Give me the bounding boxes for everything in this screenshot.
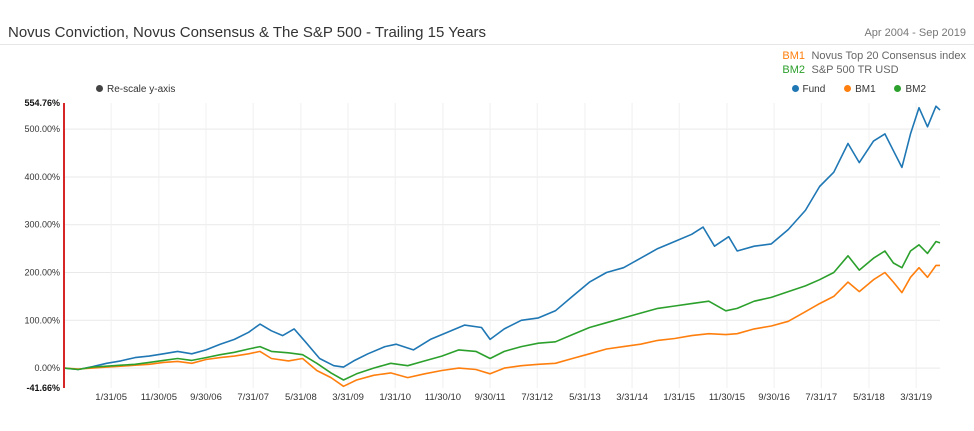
benchmark-tag: BM1 [782, 50, 806, 62]
y-tick-label: 0.00% [34, 363, 60, 373]
header-divider [0, 44, 974, 45]
x-tick-label: 3/31/19 [900, 392, 932, 403]
rescale-label: Re-scale y-axis [107, 84, 176, 95]
legend-item-bm1[interactable]: BM1 [844, 84, 876, 95]
x-tick-label: 5/31/13 [569, 392, 601, 403]
y-axis-min-label: -41.66% [26, 383, 60, 393]
rescale-y-axis-toggle[interactable]: Re-scale y-axis [96, 84, 175, 95]
x-tick-label: 9/30/11 [475, 392, 506, 403]
grid-lines [64, 103, 940, 388]
series-line-bm2 [63, 240, 941, 381]
benchmark-def-bm2: BM2 S&P 500 TR USD [782, 63, 966, 77]
x-tick-label: 1/31/10 [379, 392, 411, 403]
legend-item-bm2[interactable]: BM2 [894, 84, 926, 95]
y-tick-label: 500.00% [24, 124, 60, 134]
benchmark-def-bm1: BM1 Novus Top 20 Consensus index [782, 49, 966, 63]
legend-label: BM1 [855, 84, 876, 95]
y-tick-label: 400.00% [24, 172, 60, 182]
x-tick-label: 5/31/18 [853, 392, 885, 403]
x-tick-label: 11/30/05 [141, 392, 177, 403]
x-tick-label: 11/30/10 [425, 392, 461, 403]
date-range: Apr 2004 - Sep 2019 [864, 27, 966, 39]
x-tick-label: 7/31/07 [237, 392, 269, 403]
series-line-bm1 [63, 264, 940, 388]
y-tick-label: 300.00% [24, 220, 60, 230]
y-axis-max-label: 554.76% [24, 98, 60, 108]
x-tick-label: 5/31/08 [285, 392, 317, 403]
legend-label: Fund [802, 84, 826, 95]
x-tick-label: 1/31/15 [663, 392, 695, 403]
x-tick-label: 9/30/06 [190, 392, 222, 403]
series-line-fund [63, 105, 941, 371]
x-tick-label: 7/31/12 [521, 392, 553, 403]
chart-legend: Fund BM1 BM2 [776, 84, 926, 95]
benchmark-description: S&P 500 TR USD [811, 64, 899, 76]
series-lines [63, 105, 941, 388]
benchmark-definitions: BM1 Novus Top 20 Consensus index BM2 S&P… [782, 49, 966, 77]
x-tick-label: 7/31/17 [805, 392, 837, 403]
rescale-dot-icon [96, 85, 103, 92]
x-axis: 1/31/05 11/30/05 9/30/06 7/31/07 5/31/08 3/31… [95, 392, 932, 403]
legend-dot-icon [894, 85, 902, 92]
x-tick-label: 3/31/09 [332, 392, 364, 403]
y-axis: 0.00% 100.00% 200.00% 300.00% 400.00% 500.00%… [24, 98, 60, 393]
x-tick-label: 11/30/15 [709, 392, 745, 403]
benchmark-description: Novus Top 20 Consensus index [811, 50, 966, 62]
x-tick-label: 1/31/05 [95, 392, 127, 403]
legend-dot-icon [844, 85, 852, 92]
x-tick-label: 3/31/14 [616, 392, 648, 403]
legend-item-fund[interactable]: Fund [791, 84, 826, 95]
chart-title: Novus Conviction, Novus Consensus & The … [8, 24, 487, 41]
y-tick-label: 200.00% [24, 268, 60, 278]
y-tick-label: 100.00% [24, 315, 60, 325]
legend-dot-icon [791, 85, 799, 92]
benchmark-tag: BM2 [782, 64, 806, 76]
legend-label: BM2 [905, 84, 926, 95]
x-tick-label: 9/30/16 [758, 392, 790, 403]
